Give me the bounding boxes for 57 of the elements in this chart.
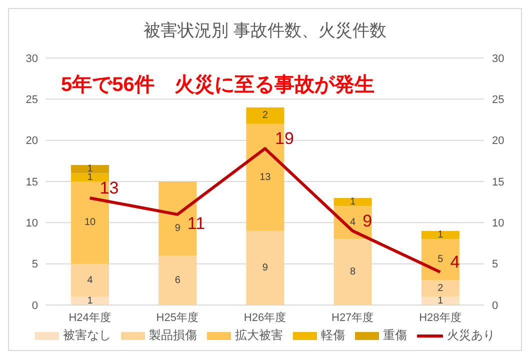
data-label: 11 [187, 214, 206, 233]
bar [334, 239, 372, 305]
data-label: 8 [350, 266, 356, 278]
bar [421, 239, 460, 280]
data-label: 10 [84, 217, 96, 228]
y-tick-label: 10 [26, 218, 38, 230]
legend-label: 製品損傷 [149, 327, 197, 344]
legend-label: 被害なし [63, 327, 111, 344]
chart-title: 被害状況別 事故件数、火災件数 [142, 20, 388, 42]
y-tick-label: 20 [26, 135, 38, 148]
legend-label: 軽傷 [321, 327, 345, 344]
bar [71, 165, 109, 174]
data-label: 1 [87, 295, 94, 306]
y2-tick-label: 15 [492, 176, 504, 188]
data-label: 9 [362, 211, 372, 230]
x-tick-label: H28年度 [419, 310, 462, 324]
bar [421, 230, 460, 240]
data-label: 9 [174, 222, 181, 234]
data-label: 1 [438, 295, 444, 306]
annotation: 5年で56件 火災に至る事故が発生 [61, 73, 374, 98]
y-tick-label: 0 [32, 300, 38, 312]
data-label: 4 [450, 252, 460, 272]
data-label: 1 [350, 196, 356, 208]
bar [334, 198, 372, 206]
data-label: 1 [438, 230, 444, 241]
bar [421, 280, 460, 297]
y2-tick-label: 30 [492, 52, 504, 65]
y-tick-label: 30 [26, 52, 38, 65]
bar [246, 230, 284, 305]
y2-tick-label: 25 [492, 94, 504, 106]
data-label: 5 [438, 254, 444, 266]
bar [246, 107, 284, 124]
x-tick-label: H27年度 [332, 310, 374, 324]
data-label: 2 [262, 110, 268, 122]
bar [71, 264, 109, 297]
bar [158, 256, 197, 305]
data-label: 9 [262, 262, 268, 274]
data-label: 13 [260, 172, 272, 183]
y2-tick-label: 5 [492, 258, 498, 271]
y-tick-label: 25 [26, 94, 38, 106]
y2-tick-label: 0 [492, 300, 498, 312]
y-tick-label: 5 [32, 258, 38, 271]
data-label: 6 [174, 274, 181, 286]
legend-label: 拡大被害 [235, 327, 283, 344]
legend-label: 重傷 [383, 327, 407, 344]
data-label: 4 [87, 274, 94, 286]
data-label: 4 [350, 217, 356, 228]
legend-label: 火災あり [447, 327, 495, 344]
data-label: 1 [87, 172, 94, 183]
y2-tick-label: 20 [492, 135, 504, 148]
x-tick-label: H24年度 [68, 310, 111, 324]
x-tick-label: H25年度 [156, 310, 198, 324]
bar [71, 173, 109, 182]
x-tick-label: H26年度 [244, 310, 286, 324]
y2-tick-label: 10 [492, 218, 504, 230]
y-tick-label: 15 [26, 176, 38, 188]
data-label: 2 [438, 283, 444, 294]
